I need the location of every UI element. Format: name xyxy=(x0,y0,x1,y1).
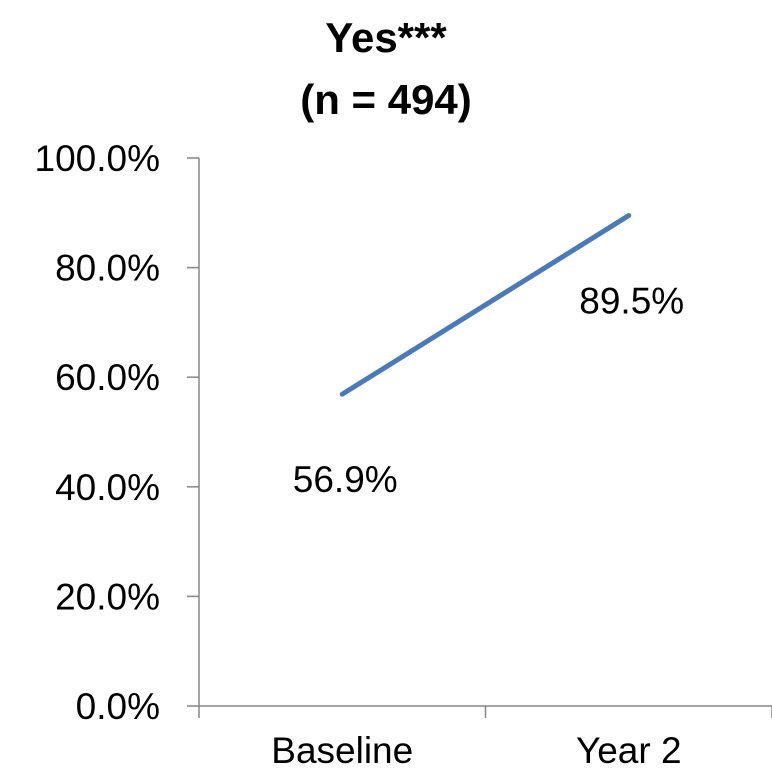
series-group: 56.9% 89.5% xyxy=(293,213,684,500)
chart-title: Yes*** xyxy=(325,14,447,61)
y-tick-label: 20.0% xyxy=(55,576,160,617)
series-line xyxy=(339,213,632,397)
data-label: 56.9% xyxy=(293,459,398,500)
x-tick-label: Year 2 xyxy=(576,730,682,771)
data-label: 89.5% xyxy=(579,281,684,322)
chart-subtitle: (n = 494) xyxy=(300,76,472,123)
y-tick-label: 0.0% xyxy=(76,686,160,727)
y-tick-label: 40.0% xyxy=(55,467,160,508)
y-tick-label: 60.0% xyxy=(55,357,160,398)
y-tick-label: 80.0% xyxy=(55,248,160,289)
x-axis-ticks: Baseline Year 2 xyxy=(198,706,772,771)
y-axis-ticks: 0.0% 20.0% 40.0% 60.0% 80.0% 100.0% xyxy=(35,138,199,727)
x-tick-label: Baseline xyxy=(271,730,413,771)
y-tick-label: 100.0% xyxy=(35,138,161,179)
